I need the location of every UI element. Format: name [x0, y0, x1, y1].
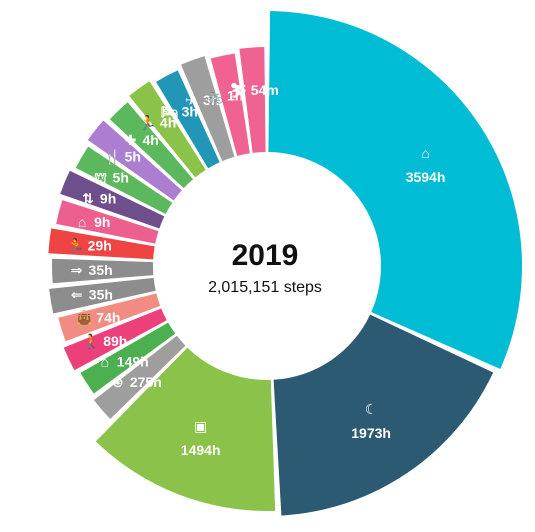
segment-label-9: 29h [88, 238, 112, 254]
commute-right-icon: ⇒ [71, 262, 83, 278]
segment-label-15: 4h [160, 115, 176, 131]
segment-label-19: 54m [251, 82, 279, 98]
restaurant-icon: 🍴 [104, 148, 121, 165]
elevator-icon: ⇅ [82, 190, 94, 206]
segment-label-13: 5h [125, 148, 141, 164]
segment-14 [109, 102, 194, 189]
segment-label-6: 74h [96, 310, 120, 326]
segment-label-3: 275h [130, 374, 162, 390]
walking-icon: 🚶 [83, 333, 100, 350]
running-icon: 🏃 [67, 238, 84, 254]
airplane-icon: ✈ [185, 92, 197, 108]
segment-9 [48, 228, 155, 260]
segment-6 [58, 293, 161, 342]
segment-label-11: 9h [100, 190, 116, 206]
shopping-bag-icon: 👜 [76, 310, 93, 327]
school-icon: ⛫ [94, 170, 107, 186]
home-icon: ⌂ [421, 145, 429, 161]
briefcase-icon: ▣ [194, 418, 207, 434]
segment-15 [129, 81, 206, 178]
segment-12 [75, 146, 173, 214]
segment-1 [273, 314, 494, 516]
segment-label-0: 3594h [406, 169, 446, 185]
bicycle-icon: 🚲 [206, 87, 223, 104]
segments-group [48, 11, 522, 516]
segment-10 [56, 200, 159, 244]
segment-label-8: 35h [89, 262, 113, 278]
segment-8 [51, 258, 154, 284]
segment-19 [239, 47, 266, 153]
skiing-icon: ⛷ [230, 82, 248, 98]
segment-label-18: 1h [227, 87, 243, 103]
segment-3 [93, 335, 186, 419]
segment-label-16: 3h [182, 104, 198, 120]
running-icon: 🏃 [139, 115, 156, 131]
segment-label-17: 3h [203, 92, 219, 108]
segment-0 [268, 11, 522, 369]
segment-label-4: 149h [117, 353, 149, 369]
segment-label-12: 5h [113, 170, 129, 186]
commute-left-icon: ⇐ [71, 286, 83, 302]
segment-label-5: 89h [103, 333, 127, 349]
segment-16 [156, 70, 220, 169]
segment-5 [63, 308, 167, 371]
segment-17 [180, 56, 235, 162]
segment-label-10: 9h [94, 214, 110, 230]
home-icon: ⌂ [78, 214, 86, 230]
segment-label-1: 1973h [351, 425, 391, 441]
labels-group: ⌂ 3594h ☾ 1973h ▣ 1494h ⊛ 275h ⌂ 149h 🚶 89h 👜 74h ⇐ 35h… [67, 82, 445, 458]
segment-4 [80, 322, 176, 394]
moon-icon: ☾ [365, 401, 378, 417]
center-steps: 2,015,151 steps [208, 279, 322, 296]
segment-18 [210, 53, 250, 156]
home-icon: ⌂ [101, 353, 109, 369]
car-wheel-icon: ⊛ [112, 374, 124, 390]
segment-2 [95, 347, 276, 511]
segment-label-2: 1494h [181, 442, 221, 458]
segment-13 [87, 120, 182, 201]
center-year: 2019 [232, 239, 299, 272]
medical-icon: ✚ [125, 132, 137, 148]
bed-icon: 🛏 [161, 104, 179, 120]
segment-label-14: 4h [142, 132, 158, 148]
segment-label-7: 35h [89, 286, 113, 302]
segment-7 [49, 277, 156, 314]
segment-11 [60, 170, 165, 229]
